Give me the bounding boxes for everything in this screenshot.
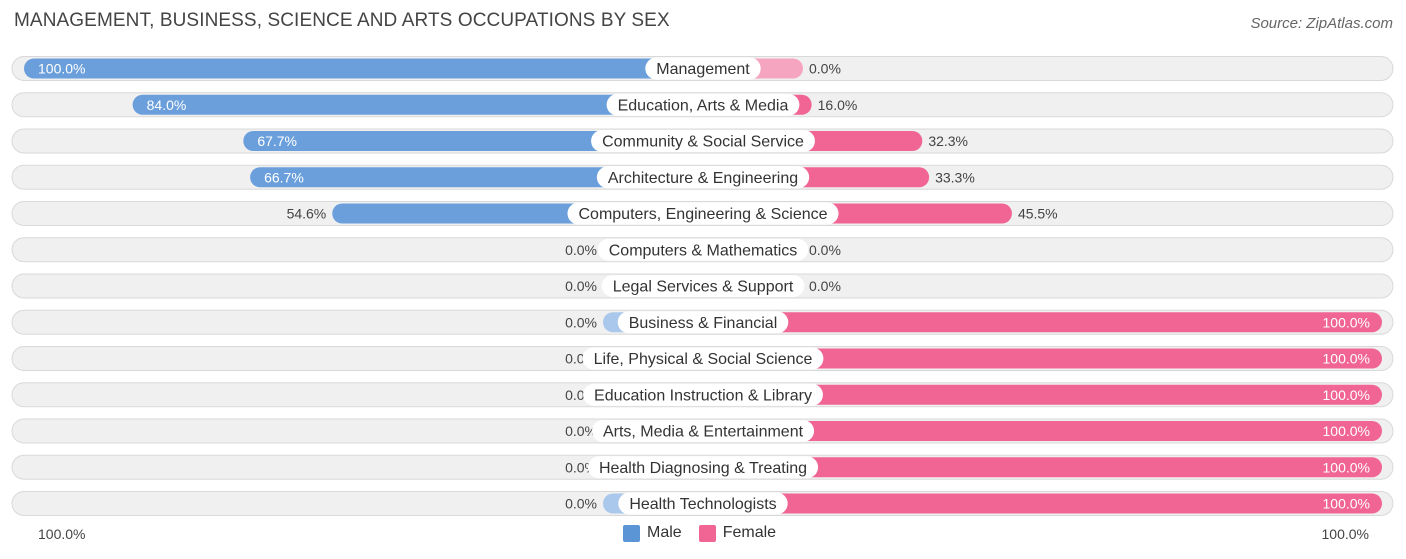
- category-label: Health Technologists: [629, 496, 776, 513]
- value-label-female: 0.0%: [809, 242, 841, 258]
- category-label-background: [567, 202, 839, 225]
- value-label-female: 0.0%: [809, 278, 841, 294]
- bar-female: [703, 312, 1382, 333]
- value-label-female: 0.0%: [809, 61, 841, 77]
- category-label: Education, Arts & Media: [618, 97, 789, 114]
- category-label: Architecture & Engineering: [608, 170, 798, 187]
- category-label-background: [601, 275, 805, 297]
- category-label: Legal Services & Support: [613, 279, 794, 296]
- value-label-female: 100.0%: [1323, 314, 1370, 330]
- value-label-male: 0.0%: [565, 496, 597, 512]
- category-label-background: [587, 456, 819, 479]
- value-label-female: 100.0%: [1323, 459, 1370, 475]
- bar-female: [703, 421, 1382, 441]
- value-label-female: 45.5%: [1018, 206, 1058, 222]
- value-label-male: 0.0%: [565, 242, 597, 258]
- value-label-male: 67.7%: [257, 133, 297, 149]
- value-label-female: 100.0%: [1323, 351, 1370, 367]
- legend-swatch-female: [698, 524, 716, 542]
- category-label: Life, Physical & Social Science: [594, 351, 813, 368]
- value-label-female: 33.3%: [935, 169, 975, 185]
- value-label-male: 0.0%: [565, 423, 597, 439]
- category-label: Computers & Mathematics: [609, 242, 798, 259]
- legend-label-male: Male: [647, 524, 682, 541]
- chart-title: MANAGEMENT, BUSINESS, SCIENCE AND ARTS O…: [14, 10, 670, 31]
- category-label-background: [617, 311, 789, 334]
- chart-row: 0.0% 0.0% Legal Services & Support: [11, 273, 1394, 299]
- diverging-bar-chart: 100.0% 0.0% Management 84.0% 16.0% Education,…: [11, 56, 1394, 516]
- value-label-male: 54.6%: [287, 206, 327, 222]
- legend-item-male: Male: [623, 524, 682, 542]
- bar-male: [132, 94, 703, 115]
- source-credit: Source: ZipAtlas.com: [1250, 15, 1393, 32]
- value-label-female: 100.0%: [1323, 423, 1370, 439]
- chart-row: 0.0% 100.0% Arts, Media & Entertainment: [11, 418, 1394, 444]
- bar-female: [703, 493, 1382, 514]
- value-label-female: 100.0%: [1323, 496, 1370, 512]
- value-label-female: 100.0%: [1323, 387, 1370, 403]
- axis-right-label: 100.0%: [1321, 526, 1369, 542]
- chart-row: 0.0% 100.0%Education Instruction & Librar…: [11, 382, 1394, 408]
- category-label: Education Instruction & Library: [594, 387, 812, 404]
- category-label-background: [591, 130, 815, 152]
- value-label-female: 32.3%: [928, 133, 968, 149]
- chart-row: 0.0% 100.0% Business & Financial: [11, 309, 1394, 335]
- bar-male: [24, 58, 703, 79]
- value-label-female: 16.0%: [818, 97, 858, 113]
- chart-row: 67.7% 32.3% Community & Social Service: [11, 128, 1394, 154]
- chart-row: 0.0% 100.0%Health Diagnosing & Treating: [11, 454, 1394, 480]
- bar-female: [703, 384, 1382, 405]
- chart-row: 0.0% 100.0%Life, Physical & Social Scienc…: [11, 346, 1394, 371]
- category-label-background: [606, 93, 800, 116]
- legend-item-female: Female: [698, 524, 777, 542]
- value-label-male: 84.0%: [147, 97, 187, 113]
- category-label: Community & Social Service: [602, 134, 804, 151]
- value-label-male: 66.7%: [264, 169, 304, 185]
- bar-female: [703, 348, 1382, 369]
- chart-row: 66.7% 33.3% Architecture & Engineering: [11, 164, 1394, 190]
- legend-label-female: Female: [722, 524, 777, 541]
- category-label: Health Diagnosing & Treating: [599, 460, 807, 477]
- value-label-male: 100.0%: [38, 61, 85, 77]
- category-label-background: [597, 238, 809, 261]
- category-label-background: [583, 383, 823, 406]
- category-label-background: [645, 57, 761, 80]
- chart-row: 84.0% 16.0% Education, Arts & Media: [11, 92, 1394, 118]
- category-label-background: [596, 166, 810, 189]
- chart-row: 0.0% 0.0% Computers & Mathematics: [11, 237, 1394, 263]
- category-label: Computers, Engineering & Science: [578, 206, 827, 223]
- chart-row: 100.0% 0.0% Management: [11, 56, 1394, 81]
- bar-male: [243, 131, 703, 151]
- bar-female: [703, 457, 1382, 478]
- category-label: Arts, Media & Entertainment: [603, 424, 804, 441]
- axis-left-label: 100.0%: [38, 526, 86, 542]
- category-label-background: [618, 492, 788, 515]
- value-label-male: 0.0%: [565, 278, 597, 294]
- category-label-background: [582, 347, 824, 370]
- category-label-background: [591, 420, 815, 442]
- value-label-male: 0.0%: [565, 314, 597, 330]
- legend: Male Female: [623, 524, 793, 542]
- bar-male: [250, 167, 703, 188]
- category-label: Management: [656, 61, 750, 78]
- legend-swatch-male: [623, 524, 640, 542]
- category-label: Business & Financial: [629, 315, 778, 332]
- chart-row: 0.0% 100.0% Health Technologists: [11, 491, 1394, 516]
- chart-row: 54.6% 45.5% Computers, Engineering & Scien…: [11, 201, 1394, 226]
